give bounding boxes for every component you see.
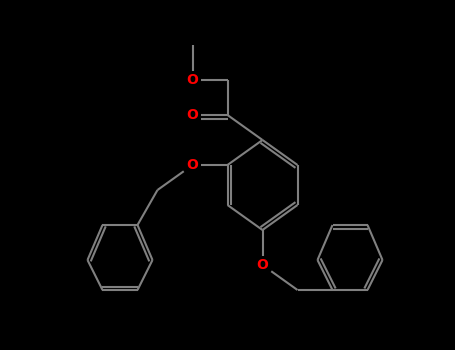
Text: O: O: [187, 108, 198, 122]
Text: O: O: [187, 73, 198, 87]
Text: O: O: [187, 158, 198, 172]
Text: O: O: [257, 258, 268, 272]
